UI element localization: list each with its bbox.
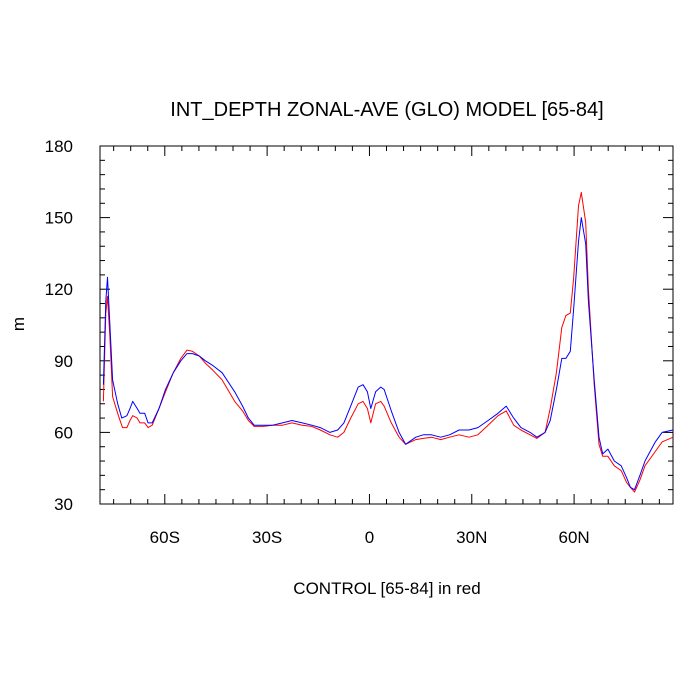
y-tick-label: 120	[45, 280, 73, 299]
plot-area: 60S 30S 0 30N 60N 30 60 90 120 150 180	[45, 137, 674, 547]
x-tick-label: 30S	[252, 528, 282, 547]
series-line-red	[102, 192, 674, 493]
y-axis-label: m	[9, 317, 28, 331]
y-tick-label: 60	[54, 423, 73, 442]
y-tick-label: 30	[54, 495, 73, 514]
plot-frame	[99, 145, 674, 505]
x-tick-label: 0	[365, 528, 374, 547]
x-tick-label: 60S	[150, 528, 180, 547]
y-tick-label: 90	[54, 352, 73, 371]
y-tick-label: 150	[45, 209, 73, 228]
x-axis-label: CONTROL [65-84] in red	[293, 579, 480, 598]
x-tick-label: 30N	[456, 528, 487, 547]
x-tick-label: 60N	[558, 528, 589, 547]
y-tick-label: 180	[45, 137, 73, 156]
chart-title: INT_DEPTH ZONAL-AVE (GLO) MODEL [65-84]	[170, 99, 603, 121]
series-line-blue	[102, 217, 674, 491]
